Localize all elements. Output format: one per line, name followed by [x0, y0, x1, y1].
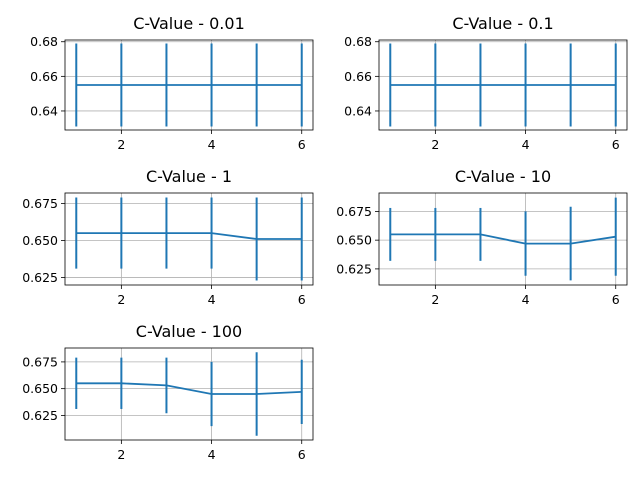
x-tick-label: 6	[612, 292, 620, 307]
y-tick-label: 0.650	[336, 233, 372, 248]
y-tick-label: 0.68	[30, 34, 58, 49]
x-tick-label: 4	[208, 292, 216, 307]
y-tick-label: 0.64	[30, 103, 58, 118]
series-line	[76, 382, 302, 395]
x-tick-label: 6	[298, 137, 306, 152]
y-tick-label: 0.650	[22, 233, 58, 248]
axes-frame	[378, 192, 628, 286]
subplot-title: C-Value - 1	[146, 167, 232, 186]
y-tick-label: 0.625	[22, 270, 58, 285]
series-line	[390, 233, 616, 245]
subplot-2: 2 4 6 0.64 0.66 0.68 C-Value - 0.1	[344, 14, 628, 152]
subplot-title: C-Value - 0.1	[452, 14, 553, 33]
x-tick-label: 4	[208, 447, 216, 462]
axes-frame	[64, 39, 314, 131]
x-tick-label: 2	[117, 447, 125, 462]
axes-frame	[64, 192, 314, 286]
y-tick-label: 0.68	[344, 34, 372, 49]
x-tick-label: 6	[298, 292, 306, 307]
y-tick-label: 0.675	[336, 204, 372, 219]
axes-frame	[378, 39, 628, 131]
x-tick-label: 4	[522, 137, 530, 152]
x-tick-label: 2	[117, 292, 125, 307]
y-tick-label: 0.66	[344, 69, 372, 84]
subplot-3: 2 4 6 0.625 0.650 0.675 C-Value - 1	[22, 167, 314, 307]
y-tick-label: 0.675	[22, 196, 58, 211]
x-tick-label: 4	[208, 137, 216, 152]
axes-frame	[64, 347, 314, 441]
x-tick-label: 4	[522, 292, 530, 307]
subplot-title: C-Value - 0.01	[133, 14, 245, 33]
y-tick-label: 0.650	[22, 381, 58, 396]
y-tick-label: 0.625	[22, 408, 58, 423]
y-tick-label: 0.675	[22, 354, 58, 369]
y-tick-label: 0.64	[344, 103, 372, 118]
x-tick-label: 2	[117, 137, 125, 152]
y-tick-label: 0.625	[336, 261, 372, 276]
series-line	[76, 232, 302, 240]
subplot-title: C-Value - 100	[136, 322, 242, 341]
x-tick-label: 2	[431, 292, 439, 307]
y-tick-label: 0.66	[30, 69, 58, 84]
x-tick-label: 6	[612, 137, 620, 152]
x-tick-label: 6	[298, 447, 306, 462]
subplot-4: 2 4 6 0.625 0.650 0.675 C-Value - 10	[336, 167, 628, 307]
x-tick-label: 2	[431, 137, 439, 152]
subplot-5: 2 4 6 0.625 0.650 0.675 C-Value - 100	[22, 322, 314, 462]
subplot-1: 2 4 6 0.64 0.66 0.68 C-Value - 0.01	[30, 14, 314, 152]
subplot-title: C-Value - 10	[455, 167, 551, 186]
